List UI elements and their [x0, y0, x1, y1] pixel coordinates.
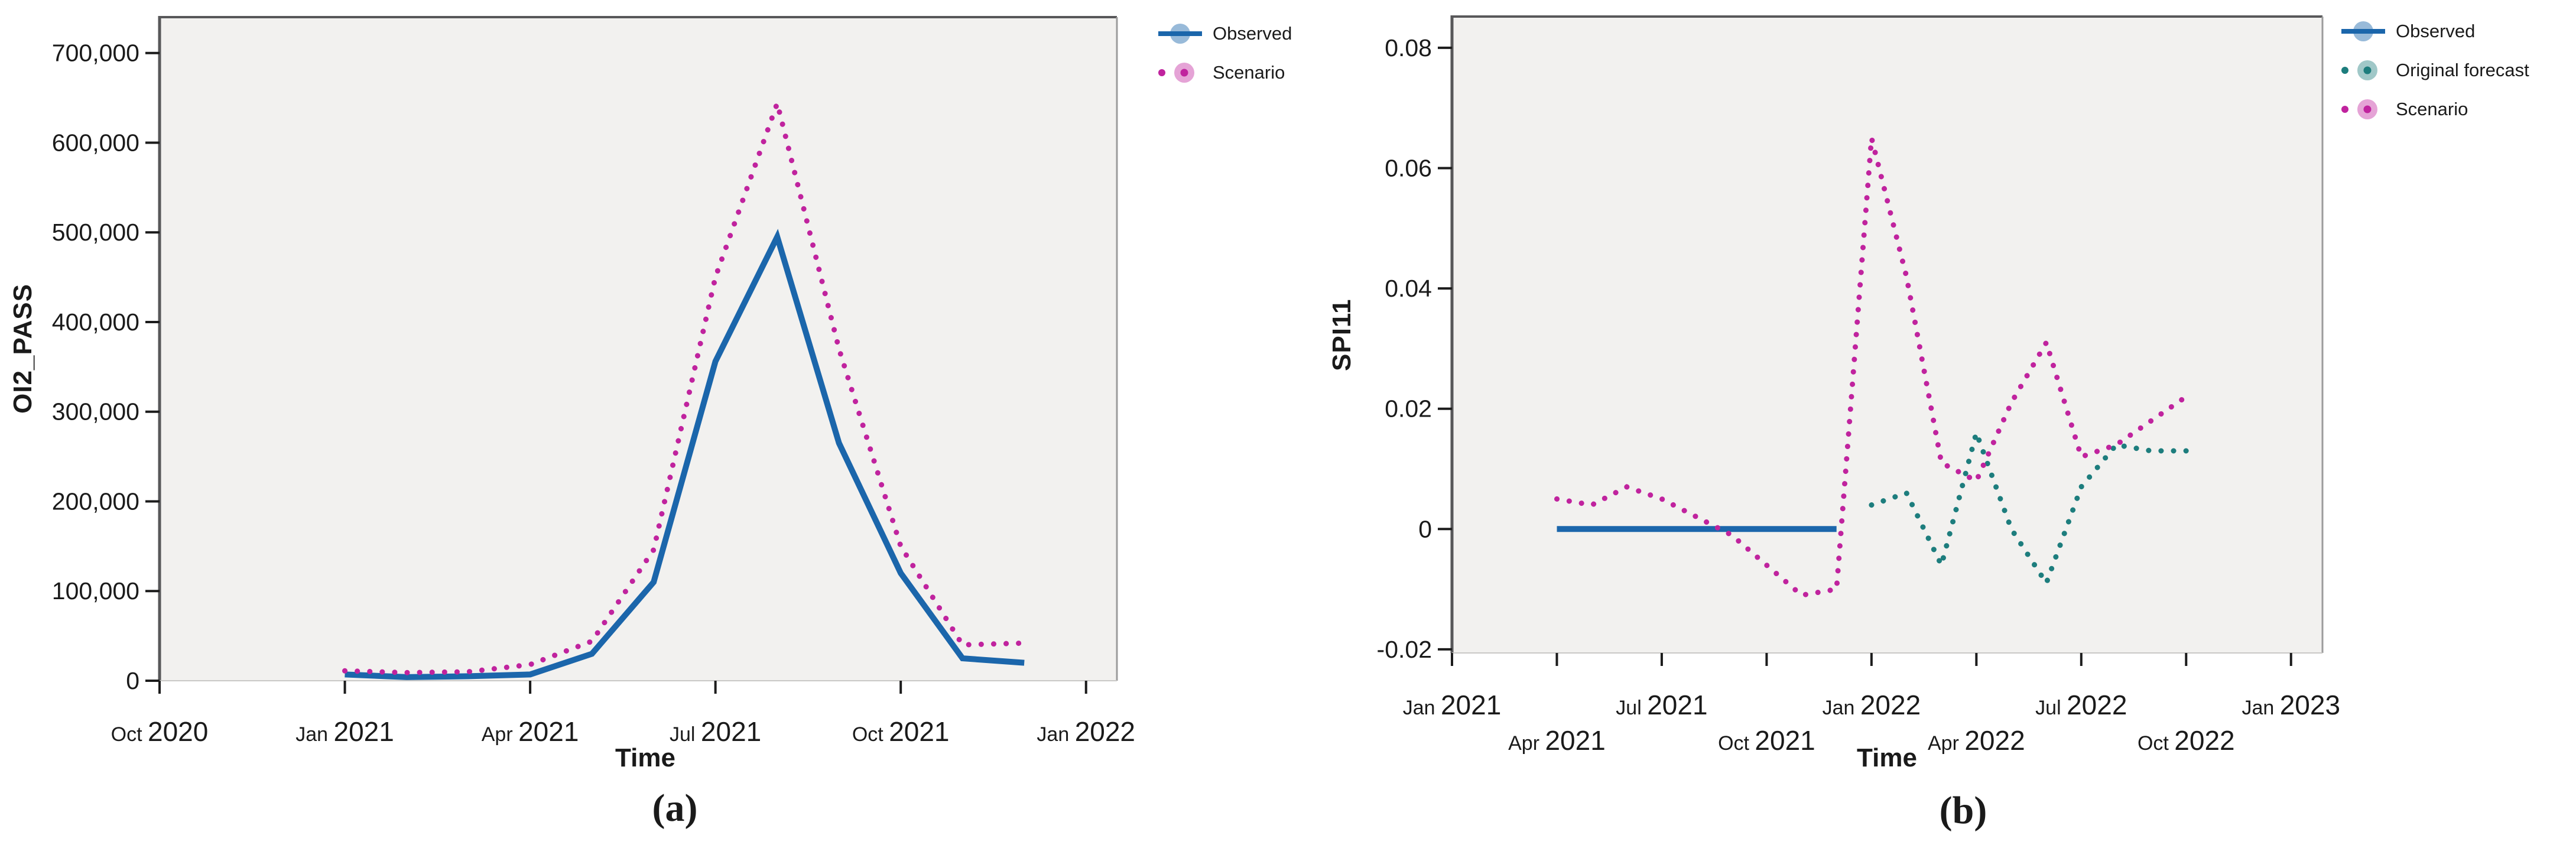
- caption-b: (b): [1939, 789, 1987, 832]
- series-original-forecast: [1869, 424, 2189, 589]
- legend-label: Observed: [1213, 23, 1292, 44]
- x-axis-title-a: Time: [615, 743, 675, 772]
- x-tick-label: Apr 2021: [482, 716, 579, 747]
- y-tick-label: 200,000: [52, 488, 139, 515]
- legend-line-marker-icon: [2341, 21, 2385, 41]
- y-axis-title-b: SPI11: [1327, 298, 1356, 371]
- y-tick-label: 0.08: [1385, 34, 1432, 61]
- legend-item: Scenario: [2339, 90, 2529, 129]
- legend-label: Observed: [2396, 21, 2476, 41]
- plot-area-b: [1452, 17, 2322, 653]
- x-axis-title-b: Time: [1857, 743, 1917, 772]
- x-tick-label: Oct 2021: [1718, 725, 1815, 756]
- y-tick-label: 700,000: [52, 40, 139, 67]
- y-tick-label: 0: [126, 667, 139, 694]
- legend-label: Scenario: [2396, 99, 2468, 119]
- x-tick-label: Jan 2023: [2242, 690, 2340, 720]
- x-tick-label: Oct 2022: [2138, 725, 2235, 756]
- legend-label: Original forecast: [2396, 60, 2529, 80]
- x-tick-label: Jan 2022: [1037, 716, 1135, 747]
- y-axis-title-a: OI2_PASS: [8, 284, 37, 414]
- x-tick-label: Jul 2021: [670, 716, 761, 747]
- legend-item: Observed: [1156, 14, 1292, 53]
- x-tick-label: Oct 2020: [111, 716, 209, 747]
- y-tick-label: 300,000: [52, 398, 139, 425]
- x-tick-label: Jan 2021: [1403, 690, 1502, 720]
- plot-area-a: [160, 17, 1117, 681]
- x-tick-label: Oct 2021: [852, 716, 950, 747]
- y-tick-label: 600,000: [52, 129, 139, 156]
- legend-item: Scenario: [1156, 53, 1292, 92]
- series-scenario: [1554, 137, 2189, 599]
- y-tick-label: 100,000: [52, 577, 139, 604]
- legend-item: Original forecast: [2339, 51, 2529, 90]
- y-tick-label: 400,000: [52, 308, 139, 336]
- legend-dot-marker-icon: [2341, 99, 2377, 119]
- y-tick-label: 0.04: [1385, 275, 1432, 302]
- y-tick-label: 0.06: [1385, 155, 1432, 182]
- x-tick-label: Jan 2021: [295, 716, 394, 747]
- x-tick-label: Jul 2021: [1616, 690, 1707, 720]
- legend-line-marker-icon: [1158, 24, 1202, 44]
- legend-b: Observed Original forecast Scenario: [2339, 12, 2529, 129]
- legend-item: Observed: [2339, 12, 2529, 51]
- x-tick-label: Apr 2021: [1508, 725, 1606, 756]
- y-tick-label: 0: [1418, 515, 1432, 542]
- series-scenario: [342, 94, 1027, 675]
- y-tick-label: 500,000: [52, 219, 139, 246]
- caption-a: (a): [652, 786, 698, 830]
- series-observed: [345, 229, 1025, 680]
- x-tick-label: Jan 2022: [1823, 690, 1921, 720]
- legend-a: Observed Scenario: [1156, 14, 1292, 92]
- y-tick-label: -0.02: [1377, 636, 1432, 663]
- y-tick-label: 0.02: [1385, 395, 1432, 422]
- legend-label: Scenario: [1213, 62, 1285, 83]
- x-tick-label: Apr 2022: [1928, 725, 2025, 756]
- legend-dot-marker-icon: [1158, 63, 1194, 83]
- x-tick-label: Jul 2022: [2035, 690, 2127, 720]
- legend-dot-marker-icon: [2341, 60, 2377, 80]
